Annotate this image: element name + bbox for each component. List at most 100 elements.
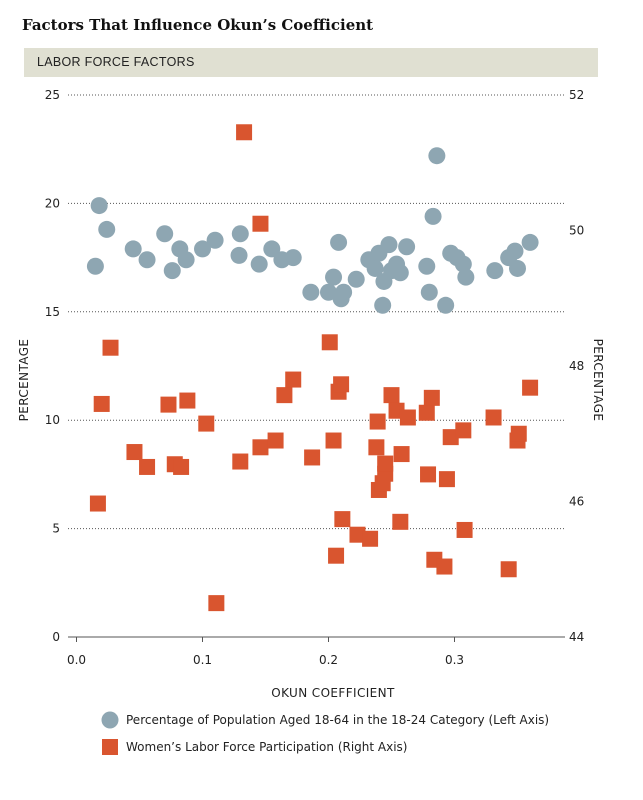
data-point-circle xyxy=(330,233,348,251)
data-point-circle xyxy=(366,259,384,277)
legend-marker-square xyxy=(102,739,118,755)
data-point-square xyxy=(285,371,302,388)
data-point-square xyxy=(252,439,269,456)
data-point-circle xyxy=(420,283,438,301)
data-point-circle xyxy=(391,264,409,282)
data-point-circle xyxy=(335,283,353,301)
data-point-circle xyxy=(418,257,436,275)
data-point-circle xyxy=(90,197,108,215)
data-point-circle xyxy=(98,220,116,238)
data-point-square xyxy=(208,595,225,612)
data-point-circle xyxy=(194,240,211,258)
data-point-square xyxy=(418,404,435,421)
data-point-circle xyxy=(347,270,365,288)
data-point-circle xyxy=(325,268,343,286)
data-point-square xyxy=(160,396,177,413)
data-point-circle xyxy=(124,240,142,258)
data-point-circle xyxy=(86,257,104,275)
data-point-circle xyxy=(454,255,472,273)
data-point-square xyxy=(522,379,539,396)
data-point-square xyxy=(325,432,342,449)
data-point-square xyxy=(198,415,215,432)
x-tick-label: 0.1 xyxy=(193,653,212,667)
y-right-tick-label: 50 xyxy=(569,224,584,238)
data-point-circle xyxy=(428,147,446,165)
y-left-tick-label: 10 xyxy=(45,413,60,427)
data-point-circle xyxy=(457,268,475,286)
y-right-tick-label: 44 xyxy=(569,630,584,644)
data-point-square xyxy=(276,387,293,404)
data-point-circle xyxy=(509,259,526,277)
data-point-square xyxy=(333,376,350,393)
data-point-square xyxy=(89,495,106,512)
y-right-axis-label: PERCENTAGE xyxy=(591,339,605,422)
y-left-tick-label: 0 xyxy=(52,630,60,644)
data-point-circle xyxy=(380,236,398,254)
data-point-circle xyxy=(302,283,320,301)
data-point-circle xyxy=(231,225,249,243)
data-point-square xyxy=(304,449,321,466)
y-right-tick-label: 52 xyxy=(569,88,584,102)
data-point-square xyxy=(369,413,386,430)
data-point-square xyxy=(510,425,527,442)
data-point-square xyxy=(500,561,517,578)
data-point-square xyxy=(392,513,409,530)
y-left-axis-label: PERCENTAGE xyxy=(17,339,31,422)
x-tick-label: 0.3 xyxy=(445,653,464,667)
data-point-square xyxy=(423,389,440,406)
data-point-circle xyxy=(263,240,281,258)
data-point-circle xyxy=(437,296,455,314)
legend-label: Women’s Labor Force Participation (Right… xyxy=(126,740,408,754)
x-tick-label: 0.0 xyxy=(67,653,86,667)
data-point-square xyxy=(456,521,473,538)
data-point-square xyxy=(328,547,345,564)
data-point-square xyxy=(236,124,253,141)
data-point-circle xyxy=(156,225,174,243)
data-point-circle xyxy=(177,251,195,269)
data-point-square xyxy=(368,439,385,456)
y-right-tick-label: 46 xyxy=(569,495,584,509)
data-point-square xyxy=(455,422,472,439)
data-point-square xyxy=(252,215,269,232)
data-point-circle xyxy=(521,233,539,251)
data-point-circle xyxy=(230,246,248,264)
data-point-square xyxy=(393,446,410,463)
data-point-square xyxy=(436,558,453,575)
y-left-tick-label: 25 xyxy=(45,88,60,102)
data-point-square xyxy=(420,466,437,483)
chart-subtitle: LABOR FORCE FACTORS xyxy=(37,55,195,69)
y-right-tick-label: 48 xyxy=(569,359,584,373)
legend-label: Percentage of Population Aged 18-64 in t… xyxy=(126,713,549,727)
data-point-square xyxy=(383,387,400,404)
data-point-circle xyxy=(250,255,268,273)
data-point-circle xyxy=(206,231,224,249)
data-point-square xyxy=(267,432,284,449)
data-point-circle xyxy=(374,296,392,314)
data-point-square xyxy=(442,429,459,446)
data-point-square xyxy=(485,409,502,426)
y-left-tick-label: 15 xyxy=(45,305,60,319)
data-point-circle xyxy=(424,207,442,225)
data-point-square xyxy=(438,471,455,488)
data-point-square xyxy=(173,458,190,475)
legend-marker-circle xyxy=(101,711,119,729)
data-point-square xyxy=(349,526,366,543)
data-point-circle xyxy=(398,238,416,256)
data-point-circle xyxy=(138,251,156,269)
chart-subtitle-banner: LABOR FORCE FACTORS xyxy=(24,48,598,77)
chart-title: Factors That Influence Okun’s Coefficien… xyxy=(22,16,374,34)
data-point-circle xyxy=(486,262,504,280)
data-point-square xyxy=(126,444,143,461)
data-point-square xyxy=(93,395,110,412)
x-tick-label: 0.2 xyxy=(319,653,338,667)
data-point-square xyxy=(139,458,156,475)
data-point-circle xyxy=(320,283,337,301)
data-point-circle xyxy=(506,242,524,260)
data-point-square xyxy=(362,530,379,547)
data-point-circle xyxy=(163,262,181,280)
data-point-circle xyxy=(284,249,302,267)
data-point-square xyxy=(377,455,394,472)
data-point-square xyxy=(334,511,351,528)
data-point-square xyxy=(179,392,196,409)
